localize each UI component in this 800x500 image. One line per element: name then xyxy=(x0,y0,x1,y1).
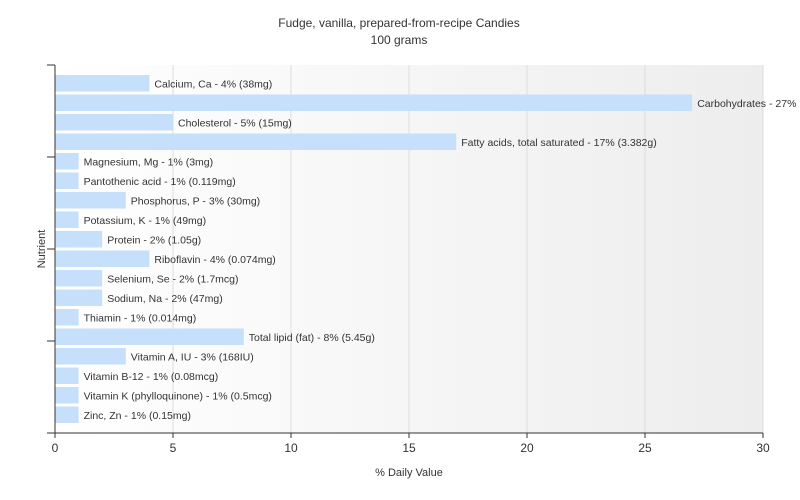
bar-label: Pantothenic acid - 1% (0.119mg) xyxy=(84,176,236,188)
bar xyxy=(55,172,79,189)
x-axis-title: % Daily Value xyxy=(375,467,443,479)
x-tick-label: 5 xyxy=(170,441,177,455)
y-axis-title: Nutrient xyxy=(36,230,48,269)
x-tick-label: 10 xyxy=(284,441,298,455)
bar-label: Protein - 2% (1.05g) xyxy=(107,234,201,246)
bar-label: Vitamin B-12 - 1% (0.08mcg) xyxy=(84,371,219,383)
bar-label: Calcium, Ca - 4% (38mg) xyxy=(154,78,272,90)
x-tick-label: 25 xyxy=(638,441,652,455)
bar xyxy=(55,114,173,131)
bar-label: Sodium, Na - 2% (47mg) xyxy=(107,293,223,305)
bar xyxy=(55,94,693,111)
bar xyxy=(55,270,103,287)
bar xyxy=(55,250,150,267)
axes xyxy=(47,64,764,438)
bar xyxy=(55,289,103,306)
bar-label: Thiamin - 1% (0.014mg) xyxy=(84,312,197,324)
x-tick-label: 30 xyxy=(756,441,770,455)
bar xyxy=(55,406,79,423)
x-tick-labels: 0 5 10 15 20 25 30 xyxy=(52,441,770,455)
bar xyxy=(55,133,457,150)
bar xyxy=(55,211,79,228)
bars xyxy=(55,75,693,423)
bar-label: Fatty acids, total saturated - 17% (3.38… xyxy=(461,137,657,149)
chart-subtitle: 100 grams xyxy=(371,33,428,47)
bar-label: Potassium, K - 1% (49mg) xyxy=(84,215,207,227)
bar-label: Riboflavin - 4% (0.074mg) xyxy=(154,254,275,266)
x-tick-label: 15 xyxy=(402,441,416,455)
bar xyxy=(55,309,79,326)
bar-label: Vitamin A, IU - 3% (168IU) xyxy=(131,351,254,363)
bar xyxy=(55,192,126,209)
bar xyxy=(55,153,79,170)
bar xyxy=(55,387,79,404)
bar xyxy=(55,367,79,384)
bar-label: Zinc, Zn - 1% (0.15mg) xyxy=(84,410,191,422)
bar-label: Carbohydrates - 27% (82.15g) xyxy=(697,98,800,110)
bar xyxy=(55,231,103,248)
bar-label: Total lipid (fat) - 8% (5.45g) xyxy=(249,332,375,344)
bar-label: Vitamin K (phylloquinone) - 1% (0.5mcg) xyxy=(84,390,272,402)
bar-label: Magnesium, Mg - 1% (3mg) xyxy=(84,156,214,168)
bar-label: Cholesterol - 5% (15mg) xyxy=(178,117,292,129)
bar xyxy=(55,328,244,345)
chart-title: Fudge, vanilla, prepared-from-recipe Can… xyxy=(278,16,519,30)
bar-label: Selenium, Se - 2% (1.7mcg) xyxy=(107,273,238,285)
bar-label: Phosphorus, P - 3% (30mg) xyxy=(131,195,260,207)
bar xyxy=(55,348,126,365)
x-tick-label: 20 xyxy=(520,441,534,455)
bar-labels: Calcium, Ca - 4% (38mg) Carbohydrates - 2… xyxy=(84,78,800,422)
x-tick-label: 0 xyxy=(52,441,59,455)
bar xyxy=(55,75,150,92)
